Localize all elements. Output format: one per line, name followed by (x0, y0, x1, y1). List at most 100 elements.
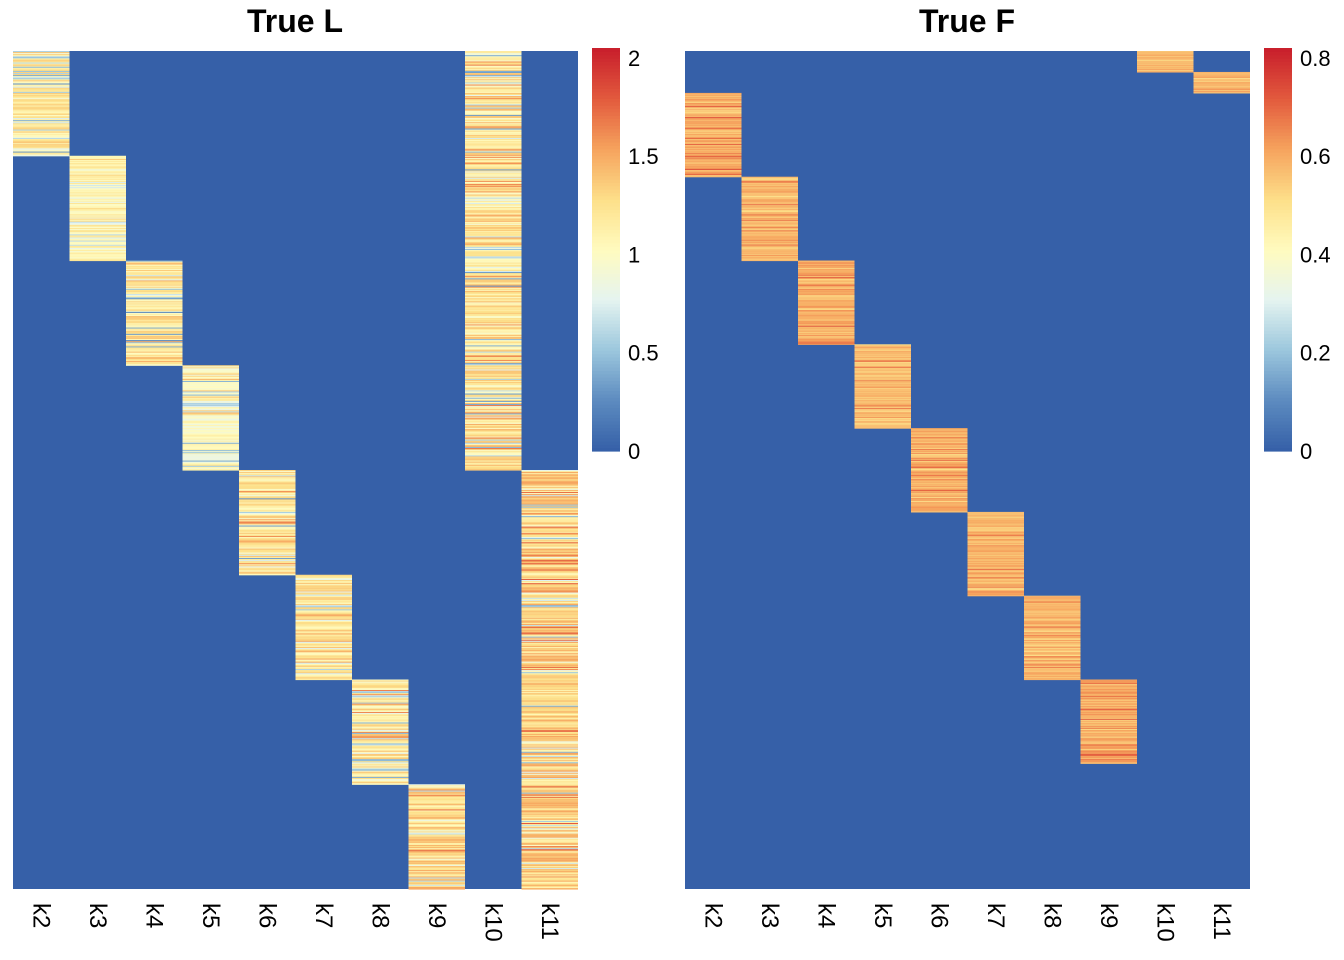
heatmap-cell (465, 150, 522, 153)
heatmap-cell (521, 829, 578, 831)
colorbar-segment (592, 313, 620, 318)
heatmap-cell (967, 568, 1024, 570)
heatmap-cell (1024, 658, 1081, 660)
heatmap-cell (967, 555, 1024, 557)
heatmap-cell (295, 629, 352, 631)
heatmap-cell (465, 217, 522, 220)
heatmap-cell (911, 501, 968, 503)
heatmap-cell (13, 52, 70, 54)
heatmap-cell (352, 685, 409, 688)
heatmap-cell (465, 151, 522, 154)
heatmap-cell (911, 502, 968, 505)
heatmap-cell (13, 105, 70, 108)
colorbar-segment (1264, 145, 1292, 150)
heatmap-cell (239, 543, 296, 545)
heatmap-cell (465, 372, 522, 375)
colorbar-segment (592, 269, 620, 274)
heatmap-cell (967, 590, 1024, 593)
heatmap-cell (408, 812, 465, 815)
heatmap-cell (521, 564, 578, 566)
heatmap-cell (13, 82, 70, 85)
heatmap-cell (465, 222, 522, 225)
heatmap-cell (741, 183, 798, 185)
colorbar-segment (1264, 64, 1292, 69)
heatmap-cell (1024, 614, 1081, 616)
column-label-k4: k4 (812, 903, 839, 928)
heatmap-cell (465, 371, 522, 374)
heatmap-cell (521, 873, 578, 875)
heatmap-cell (182, 408, 239, 410)
heatmap-cell (239, 507, 296, 510)
heatmap-cell (685, 136, 742, 138)
heatmap-cell (295, 632, 352, 635)
heatmap-cell (13, 99, 70, 101)
heatmap-cell (521, 704, 578, 707)
heatmap-cell (521, 835, 578, 838)
heatmap-cell (741, 220, 798, 222)
heatmap-cell (465, 288, 522, 291)
heatmap-cell (685, 101, 742, 103)
heatmap-cell (182, 451, 239, 453)
colorbar-segment (592, 195, 620, 200)
colorbar-tick-label: 0.8 (1300, 46, 1331, 71)
column-label-k2: k2 (699, 903, 726, 928)
heatmap-cell (521, 471, 578, 473)
heatmap-cell (911, 441, 968, 443)
heatmap-cell (239, 477, 296, 479)
heatmap-cell (521, 480, 578, 483)
heatmap-cell (685, 171, 742, 174)
heatmap-cell (69, 166, 126, 168)
heatmap-cell (911, 447, 968, 449)
heatmap-cell (521, 522, 578, 525)
heatmap-cell (239, 487, 296, 490)
heatmap-cell (408, 801, 465, 803)
heatmap-cell (465, 114, 522, 117)
heatmap-cell (239, 539, 296, 541)
heatmap-cell (239, 505, 296, 508)
heatmap-cell (295, 656, 352, 659)
heatmap-cell (239, 521, 296, 523)
heatmap-block-k6 (239, 470, 296, 576)
heatmap-cell (741, 230, 798, 232)
colorbar-segment (1264, 148, 1292, 153)
heatmap-cell (126, 360, 183, 362)
heatmap-cell (408, 848, 465, 850)
heatmap-cell (685, 117, 742, 119)
heatmap-cell (521, 481, 578, 484)
heatmap-cell (1080, 703, 1137, 706)
heatmap-cell (521, 783, 578, 785)
heatmap-cell (1080, 708, 1137, 711)
heatmap-cell (239, 520, 296, 522)
heatmap-cell (465, 116, 522, 119)
heatmap-block-k2 (13, 51, 70, 157)
heatmap-cell (408, 821, 465, 824)
colorbar-segment (592, 403, 620, 408)
heatmap-cell (741, 241, 798, 243)
heatmap-cell (408, 786, 465, 788)
heatmap-cell (521, 562, 578, 564)
heatmap-cell (741, 199, 798, 201)
heatmap-cell (1024, 602, 1081, 604)
colorbar-segment (1264, 383, 1292, 388)
heatmap-cell (741, 253, 798, 256)
heatmap-cell (182, 433, 239, 435)
heatmap-cell (126, 355, 183, 358)
heatmap-cell (521, 544, 578, 547)
heatmap-cell (521, 720, 578, 722)
heatmap-cell (967, 514, 1024, 516)
heatmap-cell (69, 155, 126, 158)
heatmap-cell (685, 131, 742, 133)
heatmap-cell (239, 471, 296, 473)
column-label-k9: k9 (423, 903, 450, 928)
heatmap-cell (521, 651, 578, 653)
column-label-k3: k3 (84, 903, 111, 928)
heatmap-cell (295, 644, 352, 647)
heatmap-cell (741, 255, 798, 257)
heatmap-block-k6 (911, 428, 968, 513)
heatmap-cell (352, 733, 409, 736)
colorbar-segment (1264, 417, 1292, 422)
colorbar-segment (1264, 48, 1292, 52)
heatmap-cell (854, 392, 911, 395)
heatmap-cell (465, 334, 522, 337)
heatmap-cell (465, 67, 522, 70)
